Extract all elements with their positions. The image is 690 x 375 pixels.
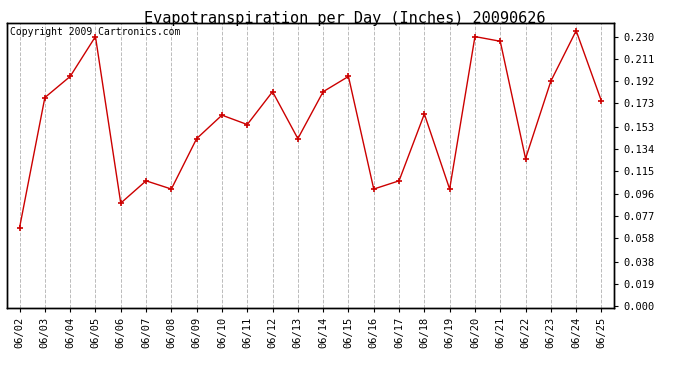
Text: Copyright 2009 Cartronics.com: Copyright 2009 Cartronics.com	[10, 27, 180, 37]
Text: Evapotranspiration per Day (Inches) 20090626: Evapotranspiration per Day (Inches) 2009…	[144, 11, 546, 26]
